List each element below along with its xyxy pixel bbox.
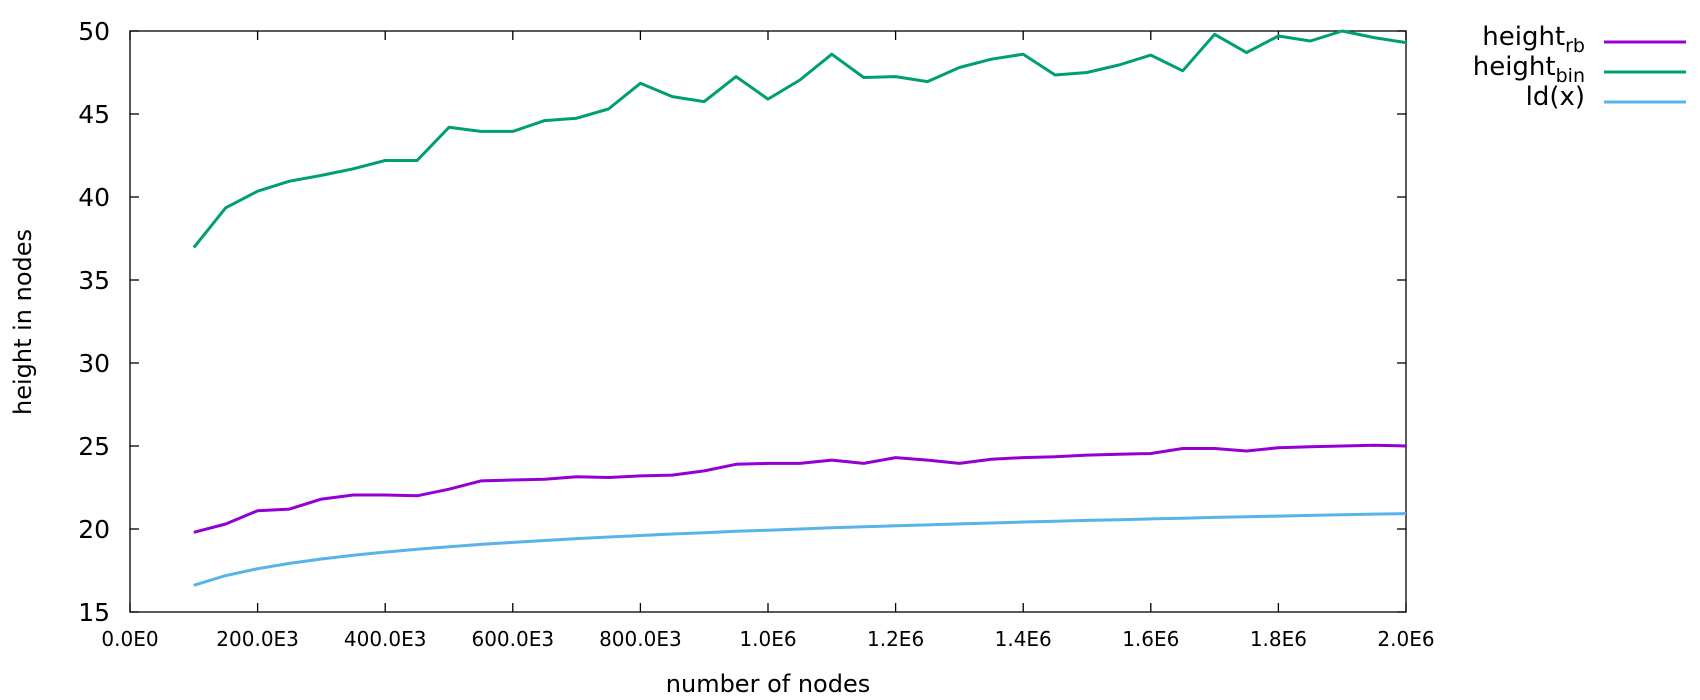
legend-label-0: heightrb [1482,22,1585,57]
x-tick-label: 800.0E3 [599,627,682,651]
legend-label-name: ld(x) [1526,82,1585,112]
plot-frame [129,30,1407,613]
y-tick-label: 40 [78,183,110,212]
legend-label-name: height [1473,52,1556,82]
series-line-1 [192,29,1407,249]
x-axis-title: number of nodes [666,670,870,698]
y-tick-label: 50 [78,17,110,46]
x-tick-label: 400.0E3 [344,627,427,651]
x-tick-label: 600.0E3 [471,627,554,651]
x-tick-label: 200.0E3 [216,627,299,651]
x-tick-label: 1.0E6 [739,627,796,651]
y-tick-label: 30 [78,349,110,378]
x-tick-label: 1.8E6 [1250,627,1307,651]
x-tick-label: 0.0E0 [101,627,158,651]
legend-label-subscript: rb [1565,35,1585,57]
y-tick-label: 35 [78,266,110,295]
legend-label-1: heightbin [1473,52,1585,87]
legend-label-subscript: bin [1556,65,1585,87]
x-tick-label: 1.2E6 [867,627,924,651]
y-tick-label: 20 [78,515,110,544]
y-axis: 15 20 25 30 35 40 45 50 [78,17,1406,627]
series-lines [192,29,1407,587]
x-tick-label: 1.4E6 [995,627,1052,651]
y-tick-label: 45 [78,100,110,129]
series-line-2 [193,512,1407,587]
x-axis: 0.0E0 200.0E3 400.0E3 600.0E3 800.0E3 1.0E6 1.… [101,31,1435,651]
y-axis-title: height in nodes [9,229,37,415]
x-tick-label: 2.0E6 [1377,627,1434,651]
series-line-0 [193,443,1407,534]
x-tick-label: 1.6E6 [1122,627,1179,651]
legend-label-2: ld(x) [1526,82,1585,112]
legend-label-name: height [1482,22,1565,52]
y-tick-label: 15 [78,598,110,627]
y-tick-label: 25 [78,432,110,461]
